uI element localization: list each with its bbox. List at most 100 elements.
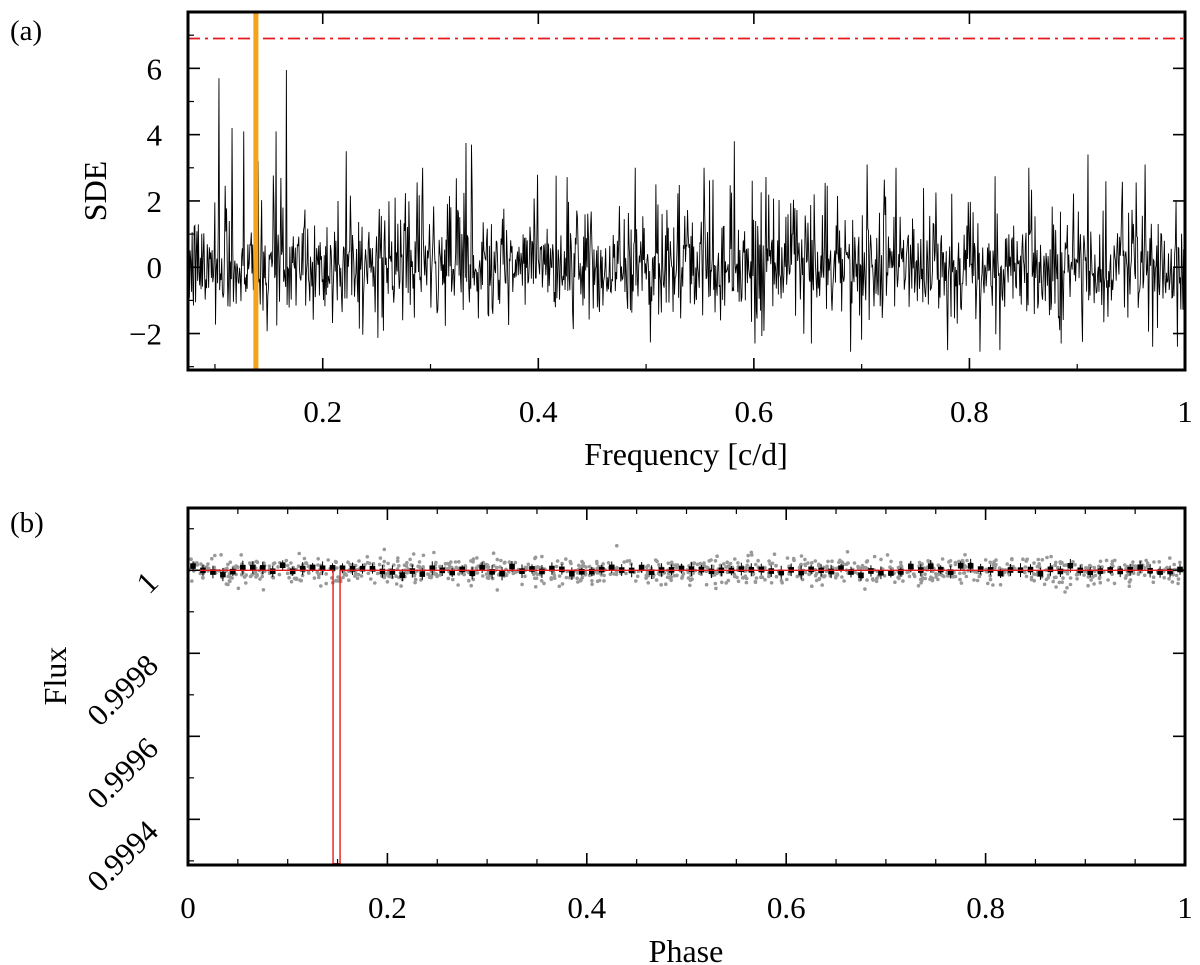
unbinned-point (830, 559, 834, 563)
unbinned-point (746, 559, 750, 563)
unbinned-point (688, 583, 692, 588)
unbinned-point (1100, 565, 1104, 569)
binned-point (349, 565, 356, 572)
unbinned-point (227, 579, 232, 583)
binned-point (858, 572, 864, 579)
binned-point (977, 566, 984, 572)
unbinned-point (324, 581, 329, 586)
unbinned-point (1092, 582, 1096, 586)
panel-b-plot-area (188, 543, 1185, 865)
unbinned-point (646, 581, 650, 585)
a-xtick-label: 0.6 (734, 394, 773, 429)
binned-point (579, 568, 585, 575)
unbinned-point (1052, 575, 1057, 580)
unbinned-point (889, 559, 893, 564)
unbinned-point (958, 577, 962, 582)
unbinned-point (306, 564, 311, 568)
binned-point (1167, 568, 1173, 575)
unbinned-point (772, 552, 777, 556)
binned-point (250, 564, 256, 571)
unbinned-point (608, 572, 613, 576)
unbinned-point (1054, 585, 1058, 589)
binned-point (240, 564, 246, 571)
unbinned-point (865, 578, 869, 582)
unbinned-point (1142, 573, 1147, 578)
unbinned-point (1093, 573, 1098, 578)
binned-point (1057, 568, 1064, 575)
unbinned-point (1176, 577, 1181, 581)
unbinned-point (736, 579, 741, 584)
unbinned-point (382, 547, 387, 552)
unbinned-point (767, 559, 771, 563)
unbinned-point (875, 576, 879, 581)
unbinned-point (825, 566, 829, 571)
unbinned-point (846, 561, 850, 565)
binned-point (459, 566, 465, 573)
unbinned-point (201, 576, 205, 580)
binned-point (279, 562, 286, 569)
unbinned-point (432, 570, 436, 575)
unbinned-point (277, 572, 282, 577)
panel-a-xlabel: Frequency [c/d] (584, 436, 787, 472)
unbinned-point (753, 562, 758, 567)
unbinned-point (791, 556, 796, 561)
unbinned-point (525, 565, 529, 570)
unbinned-point (744, 580, 749, 585)
binned-point (1047, 566, 1054, 573)
unbinned-point (810, 584, 814, 588)
binned-point (489, 569, 495, 575)
unbinned-point (834, 576, 838, 580)
unbinned-point (728, 561, 733, 566)
unbinned-point (396, 556, 400, 560)
unbinned-point (578, 578, 583, 583)
unbinned-point (814, 578, 819, 583)
unbinned-point (533, 556, 537, 561)
unbinned-point (451, 577, 455, 582)
unbinned-point (715, 570, 720, 575)
unbinned-point (587, 564, 592, 569)
binned-point (778, 569, 785, 576)
unbinned-point (1143, 566, 1147, 570)
unbinned-point (438, 564, 442, 569)
unbinned-point (657, 562, 661, 567)
unbinned-point (813, 573, 818, 578)
unbinned-point (749, 550, 754, 555)
unbinned-point (942, 574, 946, 579)
unbinned-point (835, 573, 840, 577)
unbinned-point (1097, 564, 1101, 569)
unbinned-point (552, 576, 557, 581)
unbinned-point (356, 572, 361, 577)
binned-point (848, 569, 854, 575)
unbinned-point (377, 562, 382, 567)
binned-point (1087, 569, 1094, 576)
a-ytick-label: 2 (147, 184, 163, 219)
unbinned-point (385, 571, 390, 576)
unbinned-point (1029, 575, 1034, 580)
unbinned-point (402, 563, 407, 567)
panel-b-frame (186, 506, 1187, 867)
binned-point (190, 563, 196, 569)
unbinned-point (614, 572, 619, 577)
unbinned-point (1051, 579, 1055, 584)
unbinned-point (965, 558, 969, 563)
unbinned-point (702, 564, 706, 568)
unbinned-point (810, 561, 814, 565)
binned-point (309, 564, 316, 571)
unbinned-point (930, 576, 935, 581)
unbinned-point (412, 573, 417, 578)
unbinned-point (540, 554, 544, 559)
unbinned-point (317, 575, 321, 580)
binned-point (608, 564, 615, 571)
unbinned-point (664, 582, 668, 586)
unbinned-point (542, 581, 546, 586)
a-ytick-label: 4 (147, 118, 163, 153)
unbinned-point (919, 563, 924, 567)
unbinned-point (1033, 572, 1038, 577)
unbinned-point (842, 579, 846, 583)
unbinned-point (549, 576, 553, 580)
panel-a-plot-area (188, 12, 1185, 370)
unbinned-point (680, 576, 684, 580)
unbinned-point (413, 580, 417, 585)
unbinned-point (1145, 561, 1150, 565)
unbinned-point (994, 562, 998, 567)
